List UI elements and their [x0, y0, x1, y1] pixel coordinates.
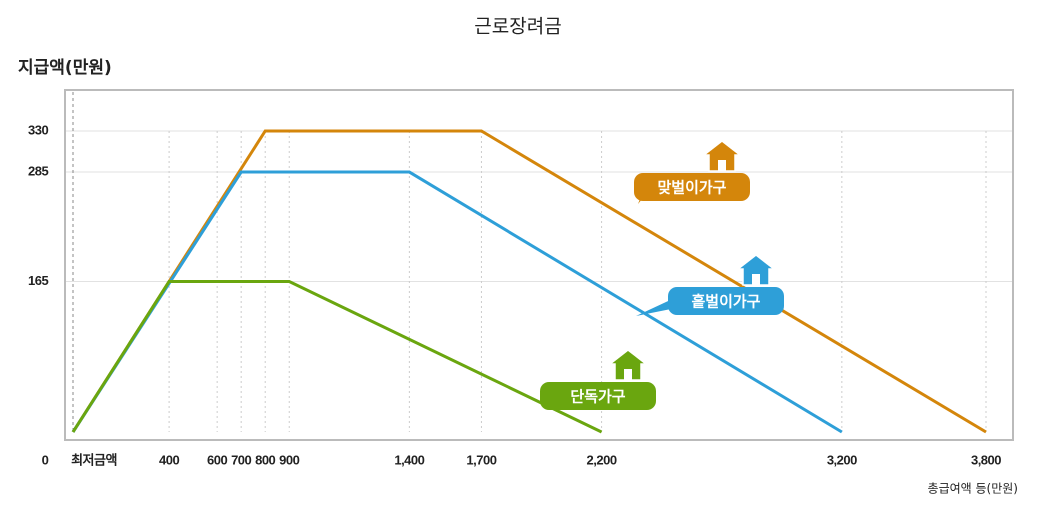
plot-frame	[64, 89, 1014, 441]
series-callout: 단독가구	[540, 349, 656, 410]
x-tick-label: 1,400	[394, 452, 424, 467]
y-tick-label: 0	[42, 452, 49, 467]
legend-label: 홑벌이가구	[691, 293, 760, 311]
x-tick-label: 최저금액	[71, 452, 117, 467]
house-door	[752, 274, 760, 285]
y-tick-label: 330	[28, 122, 48, 137]
callout-box	[540, 382, 656, 410]
series-callout: 홑벌이가구	[636, 254, 784, 316]
x-tick-label: 900	[279, 452, 299, 467]
x-tick-label: 400	[159, 452, 179, 467]
y-tick-label: 285	[28, 163, 48, 178]
x-tick-label: 3,800	[971, 452, 1001, 467]
legend-label: 맞벌이가구	[657, 179, 726, 197]
house-icon	[701, 140, 743, 172]
callout-box	[634, 173, 750, 201]
x-axis-label: 총급여액 등(만원)	[928, 482, 1018, 496]
house-icon	[607, 349, 649, 381]
x-tick-label: 3,200	[827, 452, 857, 467]
x-tick-label: 600	[207, 452, 227, 467]
y-tick-label: 165	[28, 273, 48, 288]
callout-box	[668, 287, 784, 315]
house-door	[624, 369, 632, 380]
y-axis-label: 지급액(만원)	[18, 58, 112, 78]
x-tick-label: 1,700	[466, 452, 496, 467]
x-tick-label: 700	[231, 452, 251, 467]
x-tick-label: 2,200	[587, 452, 617, 467]
chart-title: 근로장려금	[474, 16, 561, 38]
x-tick-label: 800	[255, 452, 275, 467]
house-icon	[735, 254, 777, 286]
series-callout: 맞벌이가구	[634, 140, 750, 204]
legend-label: 단독가구	[570, 388, 625, 406]
house-door	[718, 160, 726, 171]
series-line	[71, 280, 603, 434]
